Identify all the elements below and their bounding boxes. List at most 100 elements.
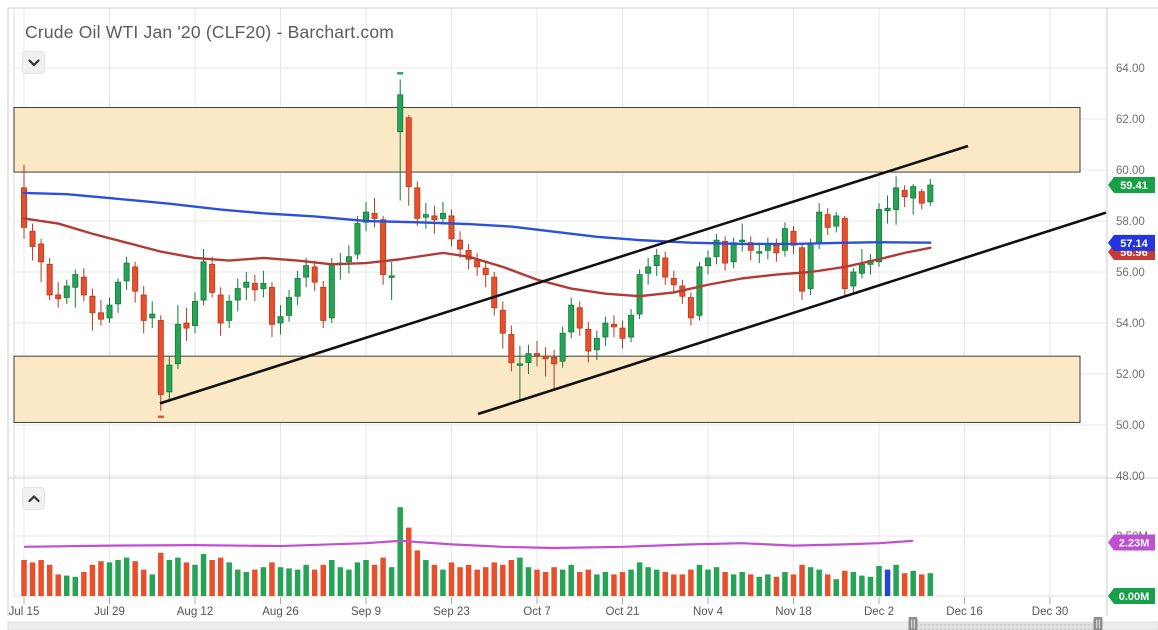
moving-average-lines <box>22 191 932 298</box>
candlestick <box>72 274 79 288</box>
volume-bar <box>363 560 369 596</box>
scrollbar-selected-range[interactable] <box>913 622 1098 630</box>
candlestick <box>593 337 600 351</box>
candlestick <box>422 214 429 218</box>
candlestick <box>739 239 746 243</box>
volume-bar <box>534 569 540 596</box>
svg-text:2.23M: 2.23M <box>1119 537 1150 549</box>
candlestick <box>414 187 421 219</box>
volume-bar <box>688 569 694 596</box>
candlestick <box>927 184 934 203</box>
candlestick <box>46 263 53 296</box>
volume-bar <box>850 572 857 596</box>
candlestick <box>149 313 156 319</box>
volume-bar <box>200 554 207 596</box>
candlestick <box>687 297 694 319</box>
candlestick <box>918 191 925 204</box>
volume-bar <box>482 567 489 596</box>
candlestick <box>585 328 592 352</box>
candlestick <box>901 189 908 198</box>
candlestick <box>123 262 130 282</box>
scrollbar-right-handle[interactable] <box>1093 617 1103 630</box>
candlestick <box>55 294 62 300</box>
volume-ma-badge <box>1108 534 1155 551</box>
volume-bar <box>166 560 173 596</box>
candlestick <box>747 242 754 251</box>
volume-last-badge <box>1108 588 1155 604</box>
volume-bar <box>679 574 686 596</box>
candlestick <box>89 295 96 314</box>
chevron-up-icon <box>27 494 40 502</box>
volume-bar <box>748 574 754 596</box>
candlestick <box>29 230 36 247</box>
scrollbar-left-handle[interactable] <box>908 617 918 630</box>
candlestick <box>516 363 523 366</box>
volume-bar <box>653 569 660 596</box>
candlestick <box>380 219 387 275</box>
candlestick <box>251 283 258 291</box>
volume-bar <box>337 567 344 596</box>
volume-bar <box>209 560 215 596</box>
candlestick <box>397 94 404 133</box>
volume-bar <box>525 567 532 596</box>
time-axis-label: Oct 21 <box>606 606 640 618</box>
candlestick <box>80 276 87 296</box>
candlestick <box>662 257 669 278</box>
candlestick <box>439 212 446 219</box>
volume-bar <box>816 569 822 596</box>
candlestick <box>320 286 327 321</box>
chart-frame-borders <box>7 7 1158 616</box>
volume-bar <box>645 567 651 596</box>
volume-bar <box>89 564 96 596</box>
svg-text:0.00M: 0.00M <box>1119 591 1150 603</box>
candlestick <box>157 320 164 395</box>
volume-bar <box>671 574 677 596</box>
volume-bar <box>893 564 899 596</box>
volume-bar <box>859 575 865 596</box>
volume-bar <box>577 572 583 596</box>
time-axis-label: Sep 23 <box>433 606 469 618</box>
volume-bar <box>346 569 352 596</box>
volume-bar <box>252 569 258 596</box>
price-axis-label: 56.00 <box>1116 267 1145 279</box>
volume-bar <box>919 574 925 596</box>
volume-bar <box>927 573 934 596</box>
time-axis-label: Aug 12 <box>177 606 213 618</box>
volume-bar <box>140 569 147 596</box>
candlestick <box>525 353 532 363</box>
candlestick <box>405 117 412 187</box>
ma-blue-badge <box>1108 234 1155 251</box>
price-axis-label: 58.00 <box>1116 216 1145 228</box>
candlestick <box>106 304 113 319</box>
candlestick <box>115 281 122 305</box>
candlestick <box>243 281 250 288</box>
price-axis-label: 48.00 <box>1116 471 1145 483</box>
candlestick <box>174 323 181 365</box>
volume-bar <box>559 569 566 596</box>
scrollbar-track[interactable] <box>7 621 1158 630</box>
candlestick <box>362 211 369 223</box>
volume-bar <box>226 562 232 596</box>
volume-bar <box>311 569 318 596</box>
svg-text:59.41: 59.41 <box>1120 180 1148 192</box>
highlight-zone <box>13 107 1081 173</box>
time-range-scrollbar[interactable] <box>7 617 1158 630</box>
volume-bar <box>149 574 155 596</box>
price-axis: 64.00 62.00 60.00 58.00 56.00 54.00 52.00 50.00… <box>1116 63 1148 543</box>
volume-bar <box>585 569 592 596</box>
time-axis-label: Nov 4 <box>693 606 724 618</box>
main-panel-collapse-button[interactable] <box>22 51 45 74</box>
volume-bar <box>243 572 250 596</box>
candlestick <box>645 266 652 274</box>
volume-bar <box>765 574 771 596</box>
volume-bar <box>192 564 198 596</box>
candlestick <box>636 274 643 315</box>
volume-panel-collapse-button[interactable] <box>22 487 45 510</box>
volume-bar <box>423 560 429 596</box>
volume-bar <box>175 557 181 596</box>
volume-bar <box>397 507 403 596</box>
volume-bar <box>696 564 703 596</box>
price-axis-label: 54.00 <box>1116 318 1145 330</box>
